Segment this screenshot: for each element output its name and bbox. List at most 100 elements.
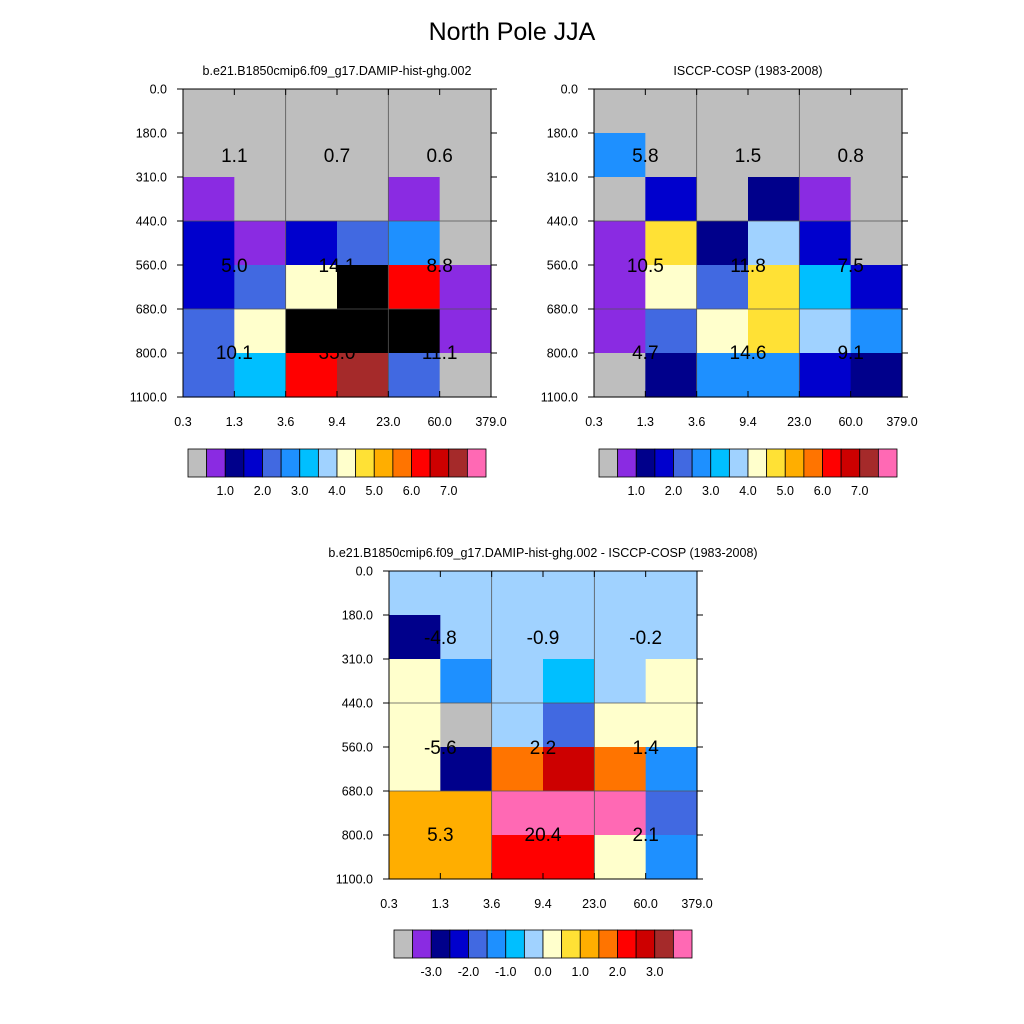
colorbar-swatch — [411, 448, 431, 478]
y-tick-label: 310.0 — [547, 171, 578, 185]
colorbar-label: 1.0 — [217, 484, 234, 498]
heatmap-cell — [285, 133, 338, 178]
heatmap-cell — [799, 221, 852, 266]
panel-title: b.e21.B1850cmip6.f09_g17.DAMIP-hist-ghg.… — [328, 546, 757, 560]
heatmap-cell — [388, 353, 441, 398]
heatmap-cell — [645, 309, 698, 354]
heatmap-cell — [388, 133, 441, 178]
x-tick-label: 1.3 — [637, 415, 654, 429]
heatmap-cell — [594, 703, 647, 748]
heatmap-cell — [491, 835, 544, 880]
heatmap-cell — [543, 615, 595, 660]
heatmap-cell — [645, 747, 698, 792]
heatmap-cell — [850, 221, 903, 266]
heatmap-cell — [594, 309, 646, 354]
heatmap-cell — [799, 353, 852, 398]
colorbar-swatch — [579, 929, 600, 959]
colorbar-label: -2.0 — [458, 965, 480, 979]
heatmap-cell — [388, 221, 441, 266]
cell-annotation: -0.2 — [629, 628, 662, 649]
heatmap-cell — [594, 659, 647, 704]
y-tick-label: 0.0 — [150, 83, 167, 97]
heatmap-cell — [850, 177, 903, 222]
colorbar: -3.0 -2.0 -1.0 0.0 1.0 2.0 3.0 — [393, 929, 693, 979]
colorbar-swatch — [747, 448, 768, 478]
colorbar-swatch — [635, 448, 656, 478]
heatmap-cell — [389, 659, 441, 704]
heatmap-cell — [389, 835, 441, 880]
colorbar-swatch — [466, 448, 487, 478]
cell-annotation: 9.1 — [837, 343, 863, 364]
heatmap-cell — [491, 703, 544, 748]
colorbar-swatch — [355, 448, 375, 478]
heatmap-cell — [594, 133, 646, 178]
colorbar-label: 7.0 — [851, 484, 868, 498]
colorbar-label: 2.0 — [609, 965, 626, 979]
heatmap-cell — [645, 791, 698, 836]
heatmap-cell — [389, 703, 441, 748]
y-tick-label: 310.0 — [342, 653, 373, 667]
cell-annotation: -5.6 — [424, 738, 457, 759]
cell-annotation: 0.7 — [324, 146, 350, 167]
heatmap-cell — [183, 89, 235, 134]
heatmap-cell — [799, 309, 852, 354]
heatmap-cell — [696, 133, 749, 178]
x-tick-label: 60.0 — [838, 415, 862, 429]
y-tick-label: 680.0 — [136, 303, 167, 317]
colorbar-swatch — [672, 929, 693, 959]
heatmap-cell — [748, 353, 800, 398]
heatmap-cell — [285, 265, 338, 310]
heatmap-cell — [696, 353, 749, 398]
heatmap-cell — [440, 659, 493, 704]
heatmap-cell — [799, 133, 852, 178]
heatmap-cell — [337, 89, 389, 134]
colorbar-swatch — [784, 448, 805, 478]
heatmap-cell — [234, 177, 287, 222]
heatmap-cell — [645, 615, 698, 660]
colorbar-swatch — [299, 448, 319, 478]
heatmap-cells — [594, 89, 903, 398]
heatmap-cell — [234, 221, 287, 266]
colorbar-swatch — [673, 448, 693, 478]
colorbar-swatch — [617, 448, 637, 478]
heatmap-cells — [183, 89, 492, 398]
heatmap-cell — [491, 615, 544, 660]
y-tick-label: 560.0 — [547, 259, 578, 273]
x-tick-label: 3.6 — [483, 897, 500, 911]
heatmap-cell — [850, 89, 903, 134]
colorbar-label: 3.0 — [291, 484, 308, 498]
y-tick-label: 680.0 — [547, 303, 578, 317]
colorbar-swatch — [859, 448, 879, 478]
heatmap-cell — [645, 221, 698, 266]
x-tick-label: 60.0 — [427, 415, 451, 429]
colorbar-swatch — [877, 448, 898, 478]
heatmap-cell — [543, 791, 595, 836]
cell-annotation: 10.1 — [216, 343, 253, 364]
y-tick-label: 180.0 — [342, 609, 373, 623]
heatmap-cell — [439, 309, 492, 354]
colorbar-swatch — [486, 929, 507, 959]
x-tick-label: 379.0 — [475, 415, 506, 429]
heatmap-cell — [491, 747, 544, 792]
heatmap-cell — [234, 265, 287, 310]
heatmap-cell — [183, 265, 235, 310]
x-tick-label: 23.0 — [582, 897, 606, 911]
heatmap-cell — [594, 571, 647, 616]
heatmap-cell — [799, 177, 852, 222]
colorbar-swatch — [393, 929, 414, 959]
heatmap-cell — [594, 747, 647, 792]
colorbar-swatch — [392, 448, 412, 478]
heatmap-cell — [337, 133, 389, 178]
heatmap-cell — [645, 265, 698, 310]
colorbar-swatch — [243, 448, 263, 478]
x-tick-label: 1.3 — [432, 897, 449, 911]
colorbar-swatch — [598, 929, 618, 959]
y-tick-label: 440.0 — [342, 697, 373, 711]
colorbar-label: 1.0 — [572, 965, 589, 979]
heatmap-cell — [285, 221, 338, 266]
colorbar-swatch — [654, 448, 674, 478]
colorbar-swatch — [505, 929, 525, 959]
x-tick-label: 23.0 — [787, 415, 811, 429]
colorbar-swatch — [262, 448, 282, 478]
heatmap-cell — [388, 309, 441, 354]
